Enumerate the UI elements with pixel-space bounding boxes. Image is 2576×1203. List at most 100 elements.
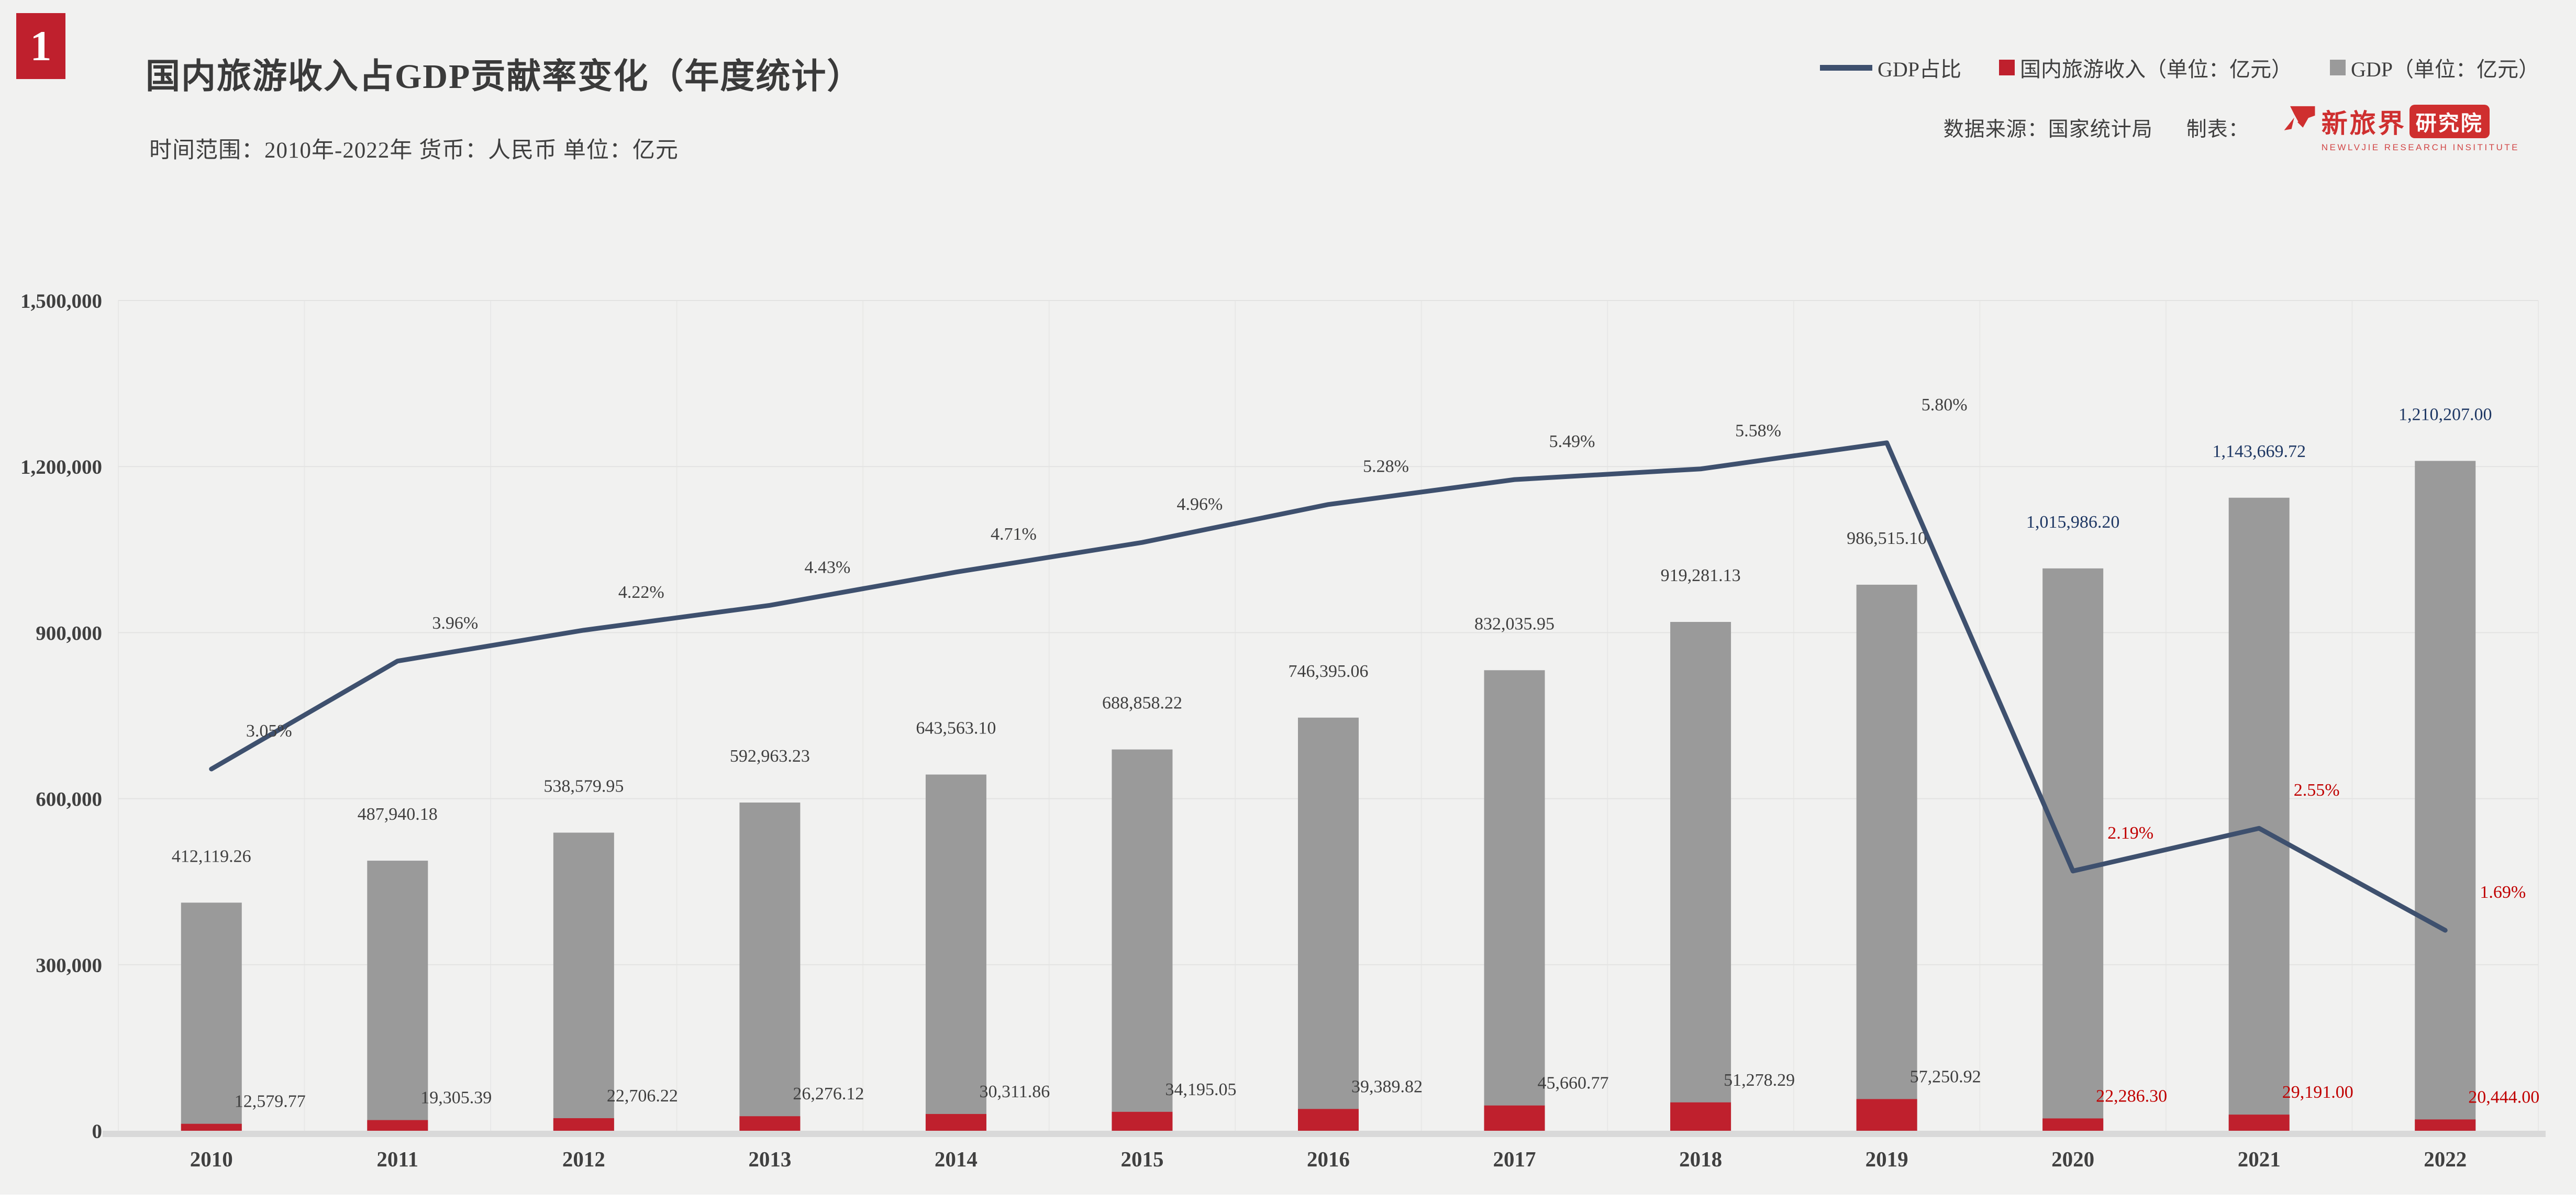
tourism-value-label: 57,250.92 xyxy=(1910,1067,1981,1086)
y-axis-tick-label: 1,500,000 xyxy=(20,290,102,313)
gdp-value-label: 1,143,669.72 xyxy=(2212,442,2306,461)
tourism-bar xyxy=(925,1113,986,1131)
logo-cn-main: 新旅界 xyxy=(2321,109,2406,138)
gdp-value-label: 538,579.95 xyxy=(543,777,624,796)
gdp-ratio-percent-label: 4.22% xyxy=(618,583,664,602)
data-source-text: 数据来源：国家统计局 xyxy=(1943,118,2153,141)
newlvjie-logo: 新旅界 研究院 NEWLVJIE RESEARCH INSITITUTE xyxy=(2283,103,2519,153)
tourism-value-label: 22,286.30 xyxy=(2096,1086,2167,1106)
x-axis-year-label: 2021 xyxy=(2238,1147,2281,1171)
tourism-value-label: 39,389.82 xyxy=(1351,1077,1423,1096)
gdp-ratio-percent-label: 1.69% xyxy=(2480,883,2526,902)
legend-item-gdp-ratio: GDP占比 xyxy=(1819,52,1961,83)
index-badge-number: 1 xyxy=(30,22,52,70)
gdp-ratio-percent-label: 5.28% xyxy=(1363,457,1409,476)
x-axis-year-label: 2010 xyxy=(190,1147,233,1171)
gdp-value-label: 688,858.22 xyxy=(1102,694,1182,713)
y-axis-tick-label: 900,000 xyxy=(36,622,102,644)
tourism-bar xyxy=(1484,1105,1545,1131)
tourism-bar xyxy=(2042,1118,2104,1131)
legend-item-gdp: GDP（单位：亿元） xyxy=(2329,52,2539,83)
tourism-value-label: 12,579.77 xyxy=(235,1092,306,1111)
x-axis-year-label: 2012 xyxy=(562,1147,605,1171)
x-axis-year-label: 2018 xyxy=(1679,1147,1722,1171)
tourism-value-label: 19,305.39 xyxy=(420,1088,492,1108)
legend-label: GDP（单位：亿元） xyxy=(2350,58,2539,81)
gdp-ratio-percent-label: 2.19% xyxy=(2107,823,2153,843)
gdp-bar xyxy=(181,903,242,1131)
gdp-value-label: 592,963.23 xyxy=(730,747,810,766)
tourism-value-label: 30,311.86 xyxy=(980,1082,1050,1101)
y-axis-tick-label: 1,200,000 xyxy=(20,456,102,478)
legend-label: 国内旅游收入（单位：亿元） xyxy=(2019,58,2292,81)
x-axis-year-label: 2019 xyxy=(1866,1147,1908,1171)
gdp-ratio-percent-label: 4.43% xyxy=(804,558,850,577)
tourism-bar xyxy=(553,1118,614,1131)
tourism-value-label: 22,706.22 xyxy=(607,1086,678,1106)
gdp-bar xyxy=(739,803,801,1131)
gdp-ratio-percent-label: 3.05% xyxy=(246,721,292,741)
chart-title: 国内旅游收入占GDP贡献率变化（年度统计） xyxy=(146,58,863,96)
gdp-bar xyxy=(553,832,614,1131)
red-square-swatch-icon xyxy=(1998,60,2015,75)
logo-text-block: 新旅界 研究院 NEWLVJIE RESEARCH INSITITUTE xyxy=(2322,103,2519,153)
gdp-bar xyxy=(367,861,428,1131)
tourism-bar xyxy=(1670,1102,1731,1131)
x-axis-year-label: 2022 xyxy=(2424,1147,2467,1171)
gdp-bar xyxy=(925,774,986,1131)
logo-cn-box: 研究院 xyxy=(2409,105,2490,138)
tourism-value-label: 34,195.05 xyxy=(1165,1080,1236,1099)
tourism-bar xyxy=(1856,1099,1917,1131)
gdp-ratio-line xyxy=(209,440,2448,933)
tourism-value-label: 29,191.00 xyxy=(2282,1083,2353,1102)
tourism-value-label: 20,444.00 xyxy=(2468,1087,2539,1107)
gdp-bar xyxy=(2415,461,2476,1131)
legend: GDP占比 国内旅游收入（单位：亿元） GDP（单位：亿元） xyxy=(1819,52,2539,83)
y-axis-tick-label: 600,000 xyxy=(36,788,102,811)
source-row: 数据来源：国家统计局 制表： 新旅界 研究院 NEWLVJIE RESEARCH… xyxy=(1944,103,2519,153)
gdp-value-label: 412,119.26 xyxy=(172,846,251,866)
index-badge: 1 xyxy=(16,13,65,79)
x-axis-year-label: 2017 xyxy=(1493,1147,1536,1171)
legend-item-tourism-revenue: 国内旅游收入（单位：亿元） xyxy=(1998,52,2292,83)
chart-subtitle: 时间范围：2010年-2022年 货币：人民币 单位：亿元 xyxy=(149,138,679,163)
gdp-bar xyxy=(2228,497,2290,1131)
tourism-bar xyxy=(367,1120,428,1131)
x-axis-line xyxy=(103,1131,2546,1137)
tourism-bar xyxy=(2228,1115,2290,1131)
tourism-value-label: 51,278.29 xyxy=(1724,1071,1795,1090)
x-axis-year-label: 2015 xyxy=(1120,1147,1163,1171)
gdp-value-label: 832,035.95 xyxy=(1474,614,1555,633)
gdp-ratio-percent-label: 5.80% xyxy=(1922,395,1968,415)
tourism-bar xyxy=(1112,1111,1173,1131)
tourism-bar xyxy=(181,1123,242,1131)
gdp-ratio-percent-label: 4.71% xyxy=(991,525,1037,544)
gdp-ratio-percent-label: 4.96% xyxy=(1177,495,1223,514)
tourism-value-label: 45,660.77 xyxy=(1538,1074,1609,1093)
gdp-bar xyxy=(1298,717,1359,1131)
tourism-bar xyxy=(739,1116,801,1131)
gdp-ratio-percent-label: 5.58% xyxy=(1735,421,1781,441)
legend-label: GDP占比 xyxy=(1877,58,1961,81)
gdp-ratio-percent-label: 2.55% xyxy=(2294,781,2340,800)
y-axis-tick-label: 0 xyxy=(92,1120,103,1143)
logo-arrow-icon xyxy=(2284,106,2315,130)
x-axis-year-label: 2020 xyxy=(2051,1147,2094,1171)
logo-en-text: NEWLVJIE RESEARCH INSITITUTE xyxy=(2321,142,2519,152)
x-axis-year-label: 2016 xyxy=(1307,1147,1350,1171)
gdp-value-label: 643,563.10 xyxy=(916,719,996,738)
gdp-value-label: 487,940.18 xyxy=(358,805,438,824)
gdp-ratio-percent-label: 5.49% xyxy=(1549,432,1595,451)
gdp-bar xyxy=(1484,670,1545,1131)
x-axis-year-label: 2011 xyxy=(376,1147,418,1171)
gray-square-swatch-icon xyxy=(2329,60,2346,75)
tourism-value-label: 26,276.12 xyxy=(793,1084,864,1104)
y-axis-tick-label: 300,000 xyxy=(36,954,102,977)
tourism-bar xyxy=(2415,1119,2476,1131)
gdp-value-label: 919,281.13 xyxy=(1661,566,1741,585)
x-axis-year-label: 2013 xyxy=(748,1147,791,1171)
line-swatch-icon xyxy=(1819,64,1872,71)
gdp-bar xyxy=(1856,584,1917,1131)
